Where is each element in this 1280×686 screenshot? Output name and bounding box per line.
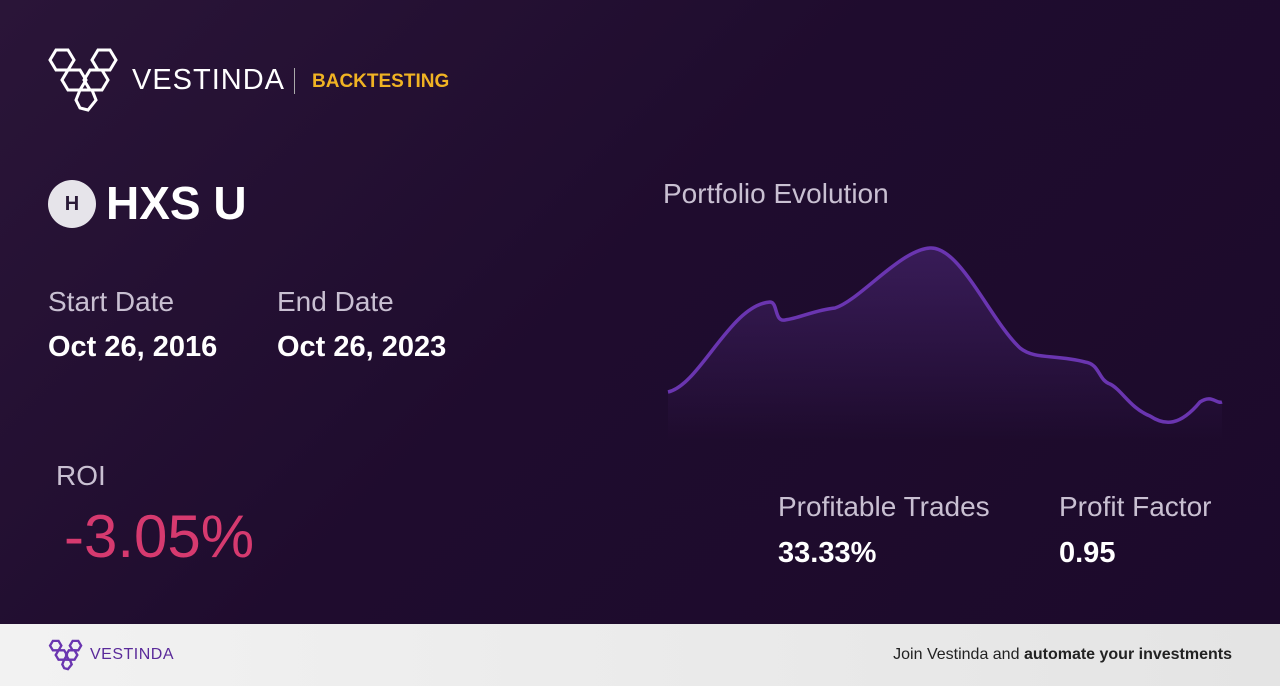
chart-title: Portfolio Evolution — [663, 178, 889, 209]
start-label: Start Date — [48, 286, 175, 317]
brand: VESTINDA — [132, 64, 286, 96]
portfolio-chart — [667, 246, 1223, 440]
roi-label: ROI — [56, 460, 106, 491]
line — [667, 246, 1223, 424]
footer-cta: Join Vestinda and automate your investme… — [893, 646, 1232, 664]
footer-text: Join Vestinda and — [893, 646, 1020, 663]
area — [668, 247, 1222, 440]
logo — [48, 48, 118, 112]
stat-label: Profitable Trades — [778, 491, 990, 522]
footer-bold: automate your investments — [1023, 646, 1232, 663]
footer-brand: VESTINDA — [90, 646, 175, 663]
stat-label: Profit Factor — [1059, 491, 1212, 522]
section: BACKTESTING — [312, 71, 450, 92]
ticker-name: HXS U — [106, 177, 247, 229]
stat-value: 33.33% — [778, 537, 877, 569]
ticker-icon: H — [48, 180, 96, 228]
stat-value: 0.95 — [1059, 537, 1116, 569]
roi-value: -3.05% — [64, 503, 255, 570]
end-label: End Date — [277, 286, 394, 317]
divider — [294, 68, 295, 94]
footer: VESTINDA Join Vestinda and automate your… — [0, 624, 1280, 686]
footer-logo — [48, 639, 83, 671]
end-date: Oct 26, 2023 — [277, 331, 447, 363]
start-date: Oct 26, 2016 — [48, 331, 218, 363]
